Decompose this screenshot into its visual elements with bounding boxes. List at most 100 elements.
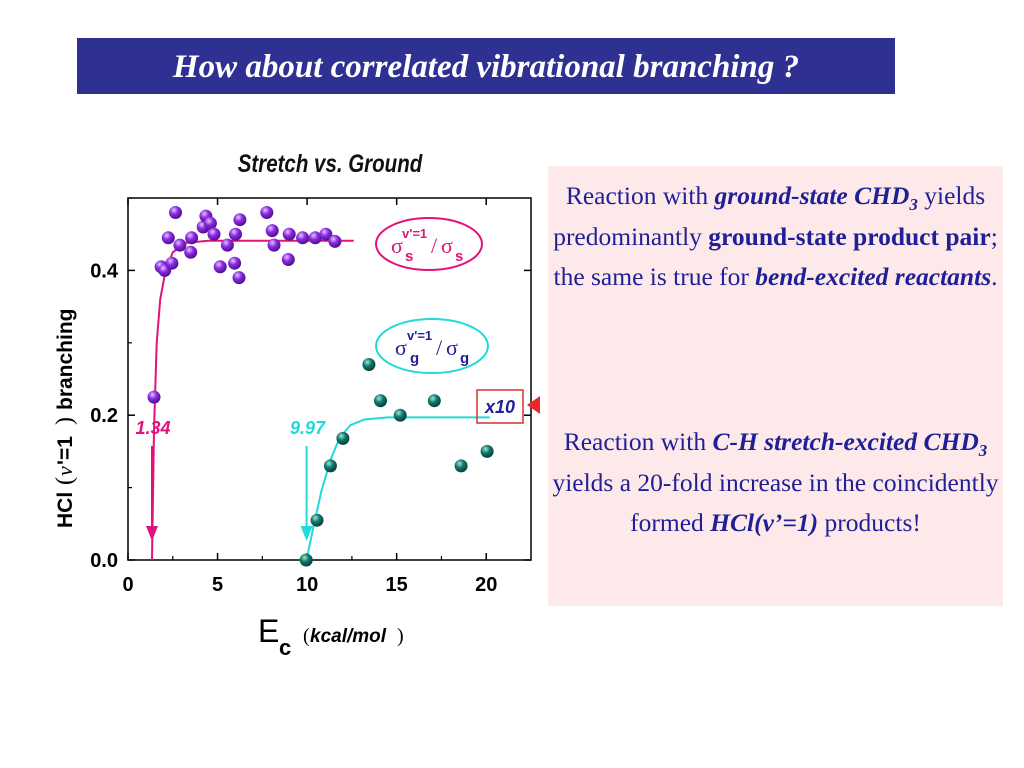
scale-label-box [476,389,524,424]
x-axis-label: E c ( kcal/mol ) [258,613,404,660]
data-point-s [328,234,342,248]
y-axis-label-nu: v [52,466,77,476]
note-run: Reaction with [563,427,713,456]
data-point-s [265,224,279,238]
data-point-g [310,513,324,527]
legend-s-sub2: s [455,248,463,265]
fit-curve-g [305,416,490,561]
legend-stretch: σ v'=1 s / σ s [375,217,483,271]
threshold-s-arrow-head [146,526,159,541]
svg-text:): ) [52,417,78,425]
x-tick-label: 15 [386,574,408,596]
note-run: HCl(v’=1) [710,508,819,537]
note-run: bend-excited reactants [755,262,992,291]
data-point-s [296,231,310,245]
data-point-g [362,358,376,371]
x-tick-label: 10 [296,574,318,596]
y-axis-label-suffix: '=1 [54,436,77,465]
legend-ground: σ v'=1 g / σ g [375,318,489,374]
y-tick-label: 0.4 [90,260,119,282]
note-run: yields predominantly [553,181,986,251]
legend-g-sigma2: σ [446,335,458,360]
legend-s-sub1: s [405,248,413,265]
x-tick-label: 0 [122,574,133,596]
data-point-s [185,231,199,245]
x-tick-label: 20 [475,574,497,596]
note-run: ground-state product pair [708,221,991,251]
data-point-s [165,256,179,270]
data-point-s [161,231,175,245]
threshold-s-label: 1.34 [135,418,170,438]
note-run: 3 [909,195,918,214]
svg-text:): ) [397,625,404,647]
threshold-g-label: 9.97 [290,418,326,438]
svg-text:/: / [431,233,438,258]
y-axis: 0.0 0.2 0.4 [90,197,531,572]
fit-curve-s [151,239,354,561]
chart: Stretch vs. Ground 0 5 10 15 20 0.0 0.2 0.4 1.… [52,149,540,660]
data-point-g [480,444,494,458]
data-point-g [299,553,313,567]
legend-s-sigma1: σ [391,233,403,258]
title-banner: How about correlated vibrational branchi… [77,38,895,94]
threshold-g-arrow-head [300,526,313,541]
data-point-s [229,227,242,241]
note-run: C-H stretch-excited CHD [712,427,979,456]
legend-g-sub2: g [460,350,469,367]
scale-label: x10 [484,397,515,417]
y-axis-label-prefix: HCl [54,492,77,528]
data-point-g [323,459,337,473]
data-point-s [203,216,217,230]
x-axis-label-main: E [258,613,279,649]
data-point-s [281,253,295,266]
svg-text:/: / [436,335,443,360]
svg-text:σ: σ [391,233,403,258]
data-point-s [169,206,182,219]
chart-title: Stretch vs. Ground [238,149,423,177]
data-point-s [308,231,322,245]
y-tick-label: 0.0 [90,550,118,572]
data-point-g [374,394,387,408]
data-point-s [228,256,242,270]
data-point-s [267,238,281,252]
svg-text:(: ( [303,625,310,647]
data-points [147,206,494,567]
explanation-paragraph-1: Reaction with ground-state CHD3 yields p… [548,176,1003,298]
x-axis: 0 5 10 15 20 [122,198,497,596]
legend-g-sub1: g [410,350,419,367]
data-point-s [319,227,333,241]
data-point-s [213,260,227,274]
data-point-s [233,213,247,227]
plot-frame [127,197,532,561]
y-axis-label-tail: branching [54,308,77,410]
data-point-s [184,245,198,259]
scale-arrow [527,396,540,414]
annotations: 1.34 9.97 [135,418,326,541]
data-point-s [282,227,296,241]
data-point-g [336,431,350,445]
data-point-s [173,238,187,252]
explanation-paragraph-2: Reaction with C-H stretch-excited CHD3 y… [548,422,1003,544]
note-run: products! [818,508,921,537]
legend-g-sigma1: σ [395,335,407,360]
note-run: Reaction with [565,181,715,210]
data-point-g [427,394,441,408]
data-point-s [207,227,221,241]
note-run: 3 [978,441,988,460]
data-point-s [232,271,246,285]
x-tick-label: 5 [212,574,223,596]
data-point-s [220,238,234,252]
explanation-panel: Reaction with ground-state CHD3 yields p… [548,166,1003,606]
svg-text:(: ( [52,477,78,485]
data-point-s [147,390,161,404]
data-point-g [454,459,468,473]
legend-s-sigma2: σ [441,233,453,258]
x-axis-label-sub: c [279,635,291,660]
data-point-s [260,206,274,219]
note-run: ground-state CHD [714,181,910,210]
note-run: ; the same is true for [553,221,998,292]
note-run: . [991,262,998,291]
legend-s-sup: v'=1 [402,226,427,241]
slide-title: How about correlated vibrational branchi… [172,49,800,85]
y-axis-label: HCl ( v '=1 ) branching [52,308,78,528]
